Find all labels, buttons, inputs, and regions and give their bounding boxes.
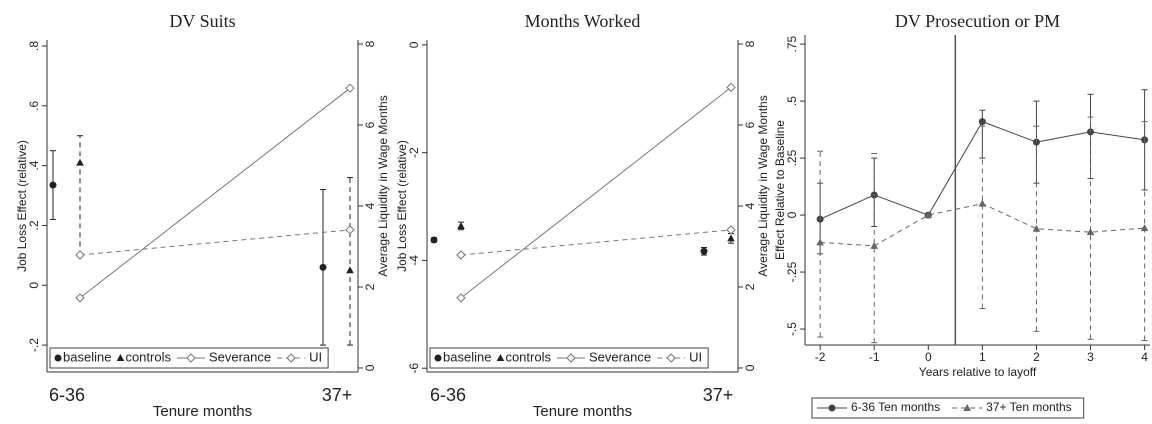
y-tick-label: -4	[407, 255, 421, 266]
marker	[963, 404, 971, 411]
y2-tick-label: 6	[363, 121, 377, 128]
marker	[978, 118, 986, 126]
marker	[496, 354, 505, 361]
marker	[430, 236, 438, 244]
marker	[978, 199, 987, 207]
series-line	[79, 87, 351, 299]
y-tick-label: -6	[407, 363, 421, 374]
marker	[75, 250, 85, 260]
x-tick-label: 0	[925, 350, 932, 364]
legend-label: UI	[689, 349, 702, 364]
legend-label: Severance	[589, 349, 651, 364]
marker	[566, 353, 576, 363]
y2-tick-label: 8	[743, 40, 757, 47]
y-tick-label: .8	[27, 41, 41, 51]
x-tick-label: 3	[1087, 350, 1094, 364]
legend-label: controls	[125, 349, 171, 364]
marker	[434, 354, 442, 362]
marker	[816, 238, 824, 246]
legend-box	[811, 397, 1085, 419]
y2-tick-label: 8	[363, 40, 377, 47]
marker	[116, 354, 125, 361]
marker	[346, 266, 354, 274]
marker	[1086, 228, 1095, 236]
marker	[700, 247, 708, 255]
marker	[186, 353, 196, 363]
y2-tick-label: 2	[743, 283, 757, 290]
marker	[456, 293, 466, 303]
marker	[666, 353, 676, 363]
marker	[345, 83, 355, 93]
y-tick-label: .4	[27, 160, 41, 170]
marker	[726, 225, 736, 235]
marker	[924, 211, 933, 219]
legend-label: baseline	[63, 349, 111, 364]
y-tick-label: -2	[407, 147, 421, 158]
y2-tick-label: 4	[363, 202, 377, 209]
series-line	[460, 86, 732, 299]
marker	[345, 225, 355, 235]
legend-label: 6-36 Ten months	[851, 400, 940, 414]
marker	[49, 181, 57, 189]
x-tick-label: -2	[815, 350, 826, 364]
marker	[286, 353, 296, 363]
series-line	[460, 229, 732, 256]
series-line	[79, 229, 351, 256]
y2-axis-label: Average Liquidity in Wage Months	[376, 95, 390, 276]
x-tick-label: 4	[1141, 350, 1148, 364]
x-tick-label: 37+	[703, 385, 734, 405]
marker	[726, 82, 736, 93]
y-tick-label: .6	[27, 100, 41, 110]
marker	[457, 221, 465, 229]
x-tick-label: 1	[979, 350, 986, 364]
marker	[54, 354, 62, 362]
marker	[828, 404, 836, 412]
y-tick-label: 0	[785, 211, 799, 218]
chart-title: Months Worked	[525, 11, 641, 31]
y-axis-label: Effect Relative to Baseline	[773, 120, 787, 260]
x-tick-label: 6-36	[49, 385, 85, 405]
y2-tick-label: 0	[743, 364, 757, 371]
y2-tick-label: 2	[363, 283, 377, 290]
y2-tick-label: 4	[743, 202, 757, 209]
marker	[870, 241, 879, 249]
marker	[456, 250, 466, 260]
y2-tick-label: 0	[363, 364, 377, 371]
y-tick-label: .25	[785, 149, 799, 166]
legend-label: controls	[505, 349, 551, 364]
chart-title: DV Prosecution or PM	[895, 11, 1060, 31]
x-axis-label: Tenure months	[153, 403, 252, 420]
y-tick-label: -.5	[785, 322, 799, 336]
x-tick-label: 37+	[322, 385, 353, 405]
legend-label: 37+ Ten months	[986, 400, 1072, 414]
x-tick-label: 2	[1033, 350, 1040, 364]
legend-label: Severance	[209, 349, 271, 364]
x-tick-label: -1	[869, 350, 880, 364]
marker	[1140, 224, 1149, 232]
y-tick-label: .75	[785, 35, 799, 52]
marker	[1032, 224, 1041, 232]
marker	[727, 234, 735, 242]
y-tick-label: 0	[27, 282, 41, 289]
y-axis-label: Job Loss Effect (relative)	[15, 140, 29, 272]
marker	[75, 293, 85, 303]
x-axis-label: Years relative to layoff	[919, 365, 1037, 379]
x-tick-label: 6-36	[430, 385, 466, 405]
y-tick-label: .2	[27, 220, 41, 230]
y-tick-label: .5	[785, 96, 799, 106]
legend-label: baseline	[443, 349, 491, 364]
y2-axis-label: Average Liquidity in Wage Months	[756, 95, 770, 276]
y-tick-label: 0	[407, 41, 421, 48]
y2-tick-label: 6	[743, 121, 757, 128]
chart-title: DV Suits	[169, 11, 235, 31]
marker	[76, 158, 84, 166]
marker	[319, 263, 327, 271]
x-axis-label: Tenure months	[533, 403, 632, 420]
y-tick-label: -.25	[785, 261, 799, 282]
legend-label: UI	[309, 349, 322, 364]
y-axis-label: Job Loss Effect (relative)	[395, 140, 409, 272]
y-tick-label: -.2	[27, 338, 41, 352]
